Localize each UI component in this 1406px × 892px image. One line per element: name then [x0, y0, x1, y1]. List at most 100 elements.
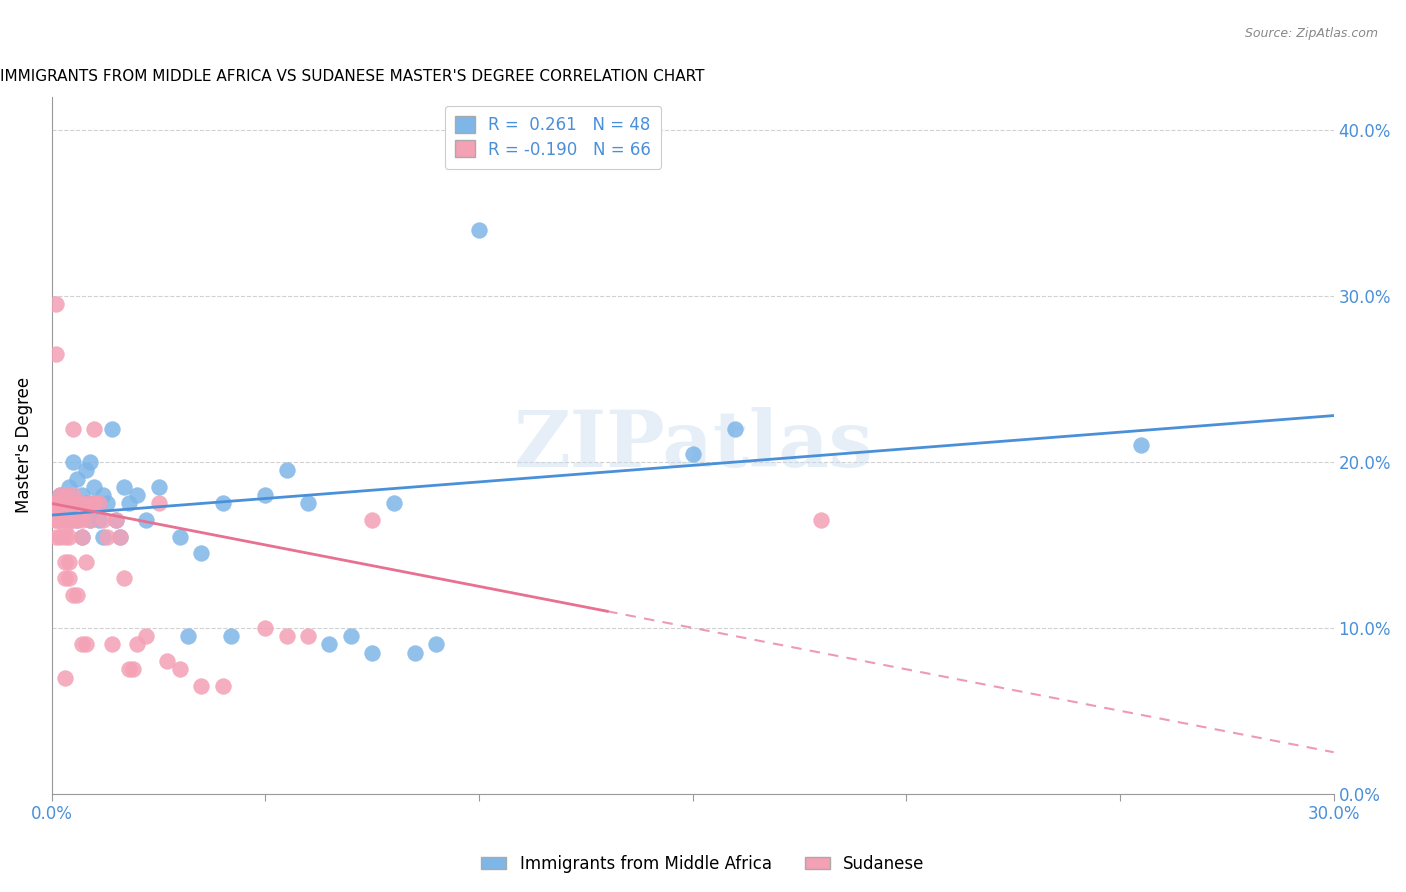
Point [148, 496, 170, 510]
Point [87, 496, 110, 510]
Point [810, 513, 832, 527]
Point [45, 496, 67, 510]
Point [66, 513, 89, 527]
Text: ZIPatlas: ZIPatlas [513, 408, 873, 483]
Point [190, 679, 212, 693]
Point [75, 554, 97, 568]
Point [156, 654, 179, 668]
Point [108, 530, 131, 544]
Point [87, 513, 110, 527]
Point [148, 480, 170, 494]
Point [45, 505, 67, 519]
Point [62, 422, 84, 436]
Point [724, 422, 747, 436]
Point [53, 513, 76, 527]
Point [83, 496, 105, 510]
Point [62, 496, 84, 510]
Point [66, 588, 89, 602]
Point [169, 530, 191, 544]
Point [66, 472, 89, 486]
Point [58, 530, 80, 544]
Point [66, 496, 89, 510]
Point [62, 455, 84, 469]
Point [135, 513, 157, 527]
Point [58, 496, 80, 510]
Point [58, 554, 80, 568]
Point [276, 463, 298, 477]
Point [49, 488, 72, 502]
Point [108, 530, 131, 544]
Point [58, 505, 80, 519]
Point [1130, 438, 1153, 452]
Point [75, 463, 97, 477]
Point [425, 637, 447, 651]
Point [340, 629, 363, 643]
Point [53, 571, 76, 585]
Point [468, 223, 491, 237]
Point [100, 422, 122, 436]
Point [70, 530, 93, 544]
Point [122, 662, 145, 676]
Point [297, 629, 319, 643]
Point [45, 513, 67, 527]
Point [53, 496, 76, 510]
Point [79, 513, 101, 527]
Point [49, 496, 72, 510]
Point [70, 496, 93, 510]
Point [118, 662, 141, 676]
Point [254, 488, 277, 502]
Point [112, 480, 135, 494]
Point [219, 629, 242, 643]
Point [135, 629, 157, 643]
Point [682, 447, 704, 461]
Point [45, 530, 67, 544]
Point [53, 530, 76, 544]
Point [254, 621, 277, 635]
Point [100, 637, 122, 651]
Point [49, 488, 72, 502]
Point [83, 422, 105, 436]
Point [91, 488, 114, 502]
Point [404, 646, 426, 660]
Point [70, 530, 93, 544]
Legend: Immigrants from Middle Africa, Sudanese: Immigrants from Middle Africa, Sudanese [475, 848, 931, 880]
Point [62, 513, 84, 527]
Point [58, 513, 80, 527]
Point [58, 571, 80, 585]
Point [361, 646, 384, 660]
Legend: R =  0.261   N = 48, R = -0.190   N = 66: R = 0.261 N = 48, R = -0.190 N = 66 [444, 105, 661, 169]
Point [104, 513, 127, 527]
Point [53, 671, 76, 685]
Text: IMMIGRANTS FROM MIDDLE AFRICA VS SUDANESE MASTER'S DEGREE CORRELATION CHART: IMMIGRANTS FROM MIDDLE AFRICA VS SUDANES… [0, 69, 704, 84]
Point [62, 588, 84, 602]
Point [58, 480, 80, 494]
Point [190, 546, 212, 560]
Point [96, 530, 118, 544]
Point [53, 521, 76, 535]
Point [127, 488, 149, 502]
Point [118, 496, 141, 510]
Point [70, 637, 93, 651]
Point [49, 505, 72, 519]
Point [276, 629, 298, 643]
Point [91, 513, 114, 527]
Point [45, 513, 67, 527]
Point [79, 496, 101, 510]
Point [53, 488, 76, 502]
Point [382, 496, 405, 510]
Point [318, 637, 340, 651]
Point [66, 513, 89, 527]
Point [49, 530, 72, 544]
Point [79, 513, 101, 527]
Point [104, 513, 127, 527]
Point [361, 513, 384, 527]
Point [96, 496, 118, 510]
Point [62, 488, 84, 502]
Point [83, 496, 105, 510]
Point [49, 513, 72, 527]
Point [211, 496, 233, 510]
Point [70, 488, 93, 502]
Point [297, 496, 319, 510]
Point [177, 629, 200, 643]
Point [79, 455, 101, 469]
